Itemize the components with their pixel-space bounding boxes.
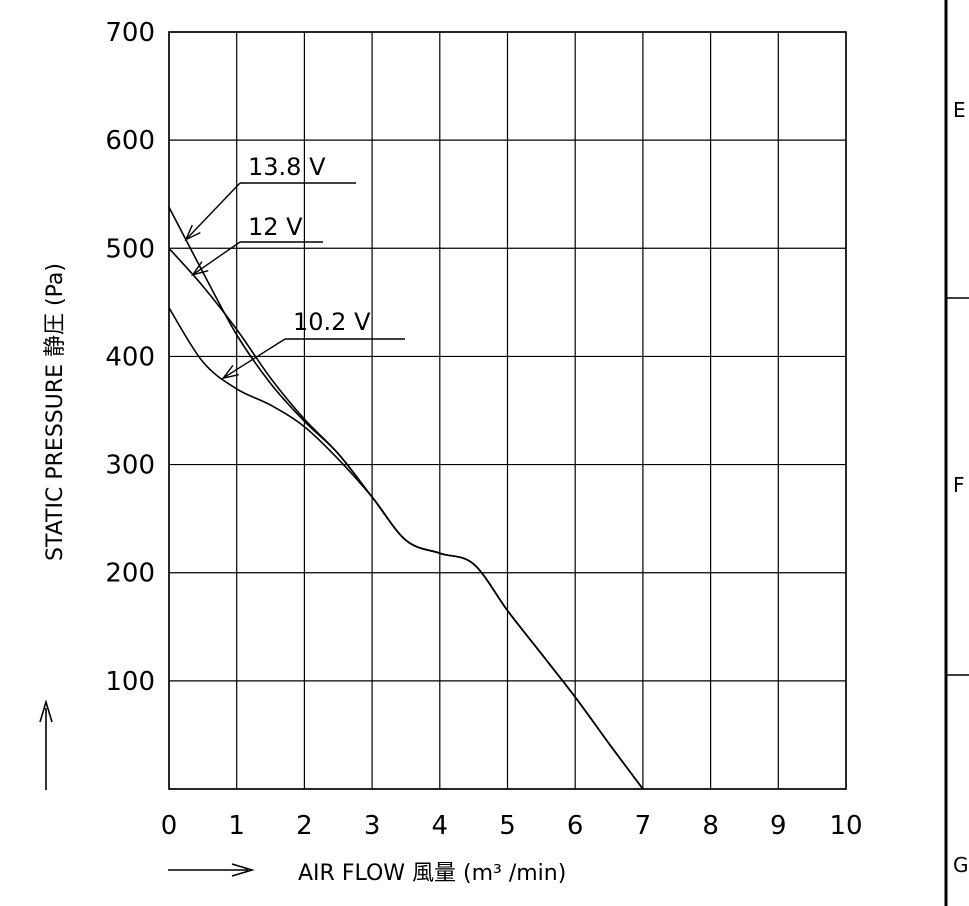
x-tick-label: 4: [432, 811, 449, 841]
x-tick-label: 5: [499, 811, 516, 841]
leader-arrow-icon: [184, 224, 201, 242]
y-axis-arrow-icon: [39, 699, 53, 790]
x-axis-arrow-icon: [168, 863, 255, 877]
x-tick-label: 6: [567, 811, 584, 841]
x-tick-label: 0: [161, 811, 178, 841]
curve-label: 10.2 V: [293, 308, 371, 336]
leader-line: [192, 241, 241, 276]
x-axis-title: AIR FLOW 風量 (m³ /min): [298, 861, 566, 886]
series-line: [168, 247, 644, 790]
series-line: [168, 206, 644, 790]
x-tick-label: 8: [702, 811, 719, 841]
series-layer: [168, 206, 644, 790]
x-tick-label: 2: [296, 811, 313, 841]
leader-arrow-icon: [191, 261, 209, 276]
frame-zone-label: G: [953, 853, 969, 877]
plot-frame: [168, 31, 847, 790]
x-tick-label: 10: [829, 811, 862, 841]
leader-line: [222, 338, 286, 379]
tick-labels: 0 1 2 3 4 5 6 7 8 9 10 100 200 300 400 500 600 700: [105, 18, 862, 841]
grid: [168, 31, 847, 790]
y-tick-label: 100: [105, 667, 155, 697]
x-tick-label: 9: [770, 811, 787, 841]
leader-line: [185, 182, 241, 241]
y-tick-label: 600: [105, 126, 155, 156]
y-tick-label: 700: [105, 18, 155, 48]
leader-lines: 13.8 V 12 V 10.2 V: [184, 153, 405, 380]
curve-label: 13.8 V: [248, 153, 326, 181]
y-tick-label: 200: [105, 559, 155, 589]
y-tick-label: 400: [105, 342, 155, 372]
frame-zone-label: E: [953, 98, 966, 122]
leader-arrow-icon: [221, 364, 239, 380]
drawing-frame: [944, 0, 969, 906]
curve-label: 12 V: [248, 213, 303, 241]
series-line: [168, 307, 644, 790]
y-tick-label: 500: [105, 234, 155, 264]
y-axis-title: STATIC PRESSURE 静圧 (Pa): [43, 263, 68, 561]
frame-zone-label: F: [953, 473, 965, 497]
y-tick-label: 300: [105, 451, 155, 481]
x-tick-label: 3: [364, 811, 381, 841]
x-tick-label: 7: [635, 811, 652, 841]
x-tick-label: 1: [228, 811, 245, 841]
